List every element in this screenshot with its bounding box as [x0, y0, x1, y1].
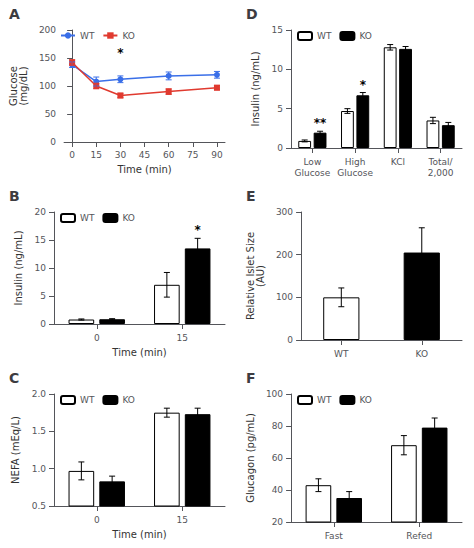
svg-text:5: 5 [40, 291, 46, 301]
svg-text:Total/: Total/ [428, 157, 454, 167]
svg-text:0: 0 [94, 333, 100, 343]
svg-text:*: * [360, 78, 367, 92]
svg-text:15: 15 [177, 515, 188, 525]
svg-text:0: 0 [94, 515, 100, 525]
svg-text:D: D [246, 6, 258, 22]
svg-text:**: ** [314, 116, 327, 130]
svg-text:0: 0 [40, 319, 46, 329]
svg-text:Relative Islet Size: Relative Islet Size [244, 231, 256, 321]
svg-text:KO: KO [122, 31, 135, 41]
svg-text:100: 100 [266, 389, 283, 399]
svg-text:A: A [9, 6, 20, 22]
svg-text:Refed: Refed [406, 531, 432, 541]
svg-text:Glucose: Glucose [337, 168, 373, 178]
svg-text:WT: WT [334, 349, 349, 359]
svg-text:20: 20 [272, 517, 284, 527]
svg-text:WT: WT [80, 31, 95, 41]
svg-text:45: 45 [139, 150, 150, 160]
svg-text:KO: KO [359, 31, 372, 41]
svg-text:WT: WT [317, 395, 332, 405]
svg-text:F: F [246, 370, 256, 386]
svg-text:1.5: 1.5 [32, 426, 46, 436]
svg-text:2.0: 2.0 [32, 389, 47, 399]
svg-text:High: High [345, 157, 366, 167]
svg-text:75: 75 [187, 150, 198, 160]
svg-text:10: 10 [35, 263, 47, 273]
svg-text:B: B [9, 188, 20, 204]
svg-text:0.5: 0.5 [32, 501, 46, 511]
svg-text:KO: KO [359, 395, 372, 405]
svg-text:Glucagon (pg/mL): Glucagon (pg/mL) [245, 413, 256, 503]
svg-text:KO: KO [416, 349, 429, 359]
svg-text:300: 300 [276, 207, 293, 217]
svg-text:0: 0 [69, 150, 75, 160]
svg-text:Insulin (ng/mL): Insulin (ng/mL) [13, 230, 24, 305]
svg-text:200: 200 [39, 25, 56, 35]
svg-text:80: 80 [272, 421, 284, 431]
svg-text:15: 15 [35, 235, 46, 245]
svg-text:0: 0 [287, 335, 293, 345]
svg-text:60: 60 [272, 453, 284, 463]
svg-text:40: 40 [272, 485, 284, 495]
svg-text:Glucose: Glucose [294, 168, 330, 178]
svg-text:Insulin (ng/mL): Insulin (ng/mL) [250, 51, 261, 126]
svg-text:*: * [117, 46, 124, 60]
svg-text:50: 50 [45, 109, 57, 119]
svg-text:30: 30 [115, 150, 127, 160]
svg-text:WT: WT [80, 395, 95, 405]
svg-text:2,000: 2,000 [428, 168, 454, 178]
svg-text:E: E [246, 188, 256, 204]
svg-text:10: 10 [272, 64, 284, 74]
svg-text:15: 15 [91, 150, 102, 160]
svg-text:(mg/dL): (mg/dL) [18, 66, 29, 105]
svg-text:15: 15 [177, 333, 188, 343]
svg-text:100: 100 [39, 81, 56, 91]
svg-text:Low: Low [304, 157, 322, 167]
svg-text:KO: KO [122, 213, 135, 223]
svg-text:Time (min): Time (min) [116, 164, 171, 175]
svg-text:C: C [9, 370, 19, 386]
svg-text:0: 0 [277, 143, 283, 153]
svg-text:NEFA (mEq/L): NEFA (mEq/L) [10, 416, 21, 484]
svg-text:(AU): (AU) [255, 265, 266, 287]
svg-text:200: 200 [276, 250, 293, 260]
svg-text:0: 0 [50, 137, 56, 147]
svg-text:Time (min): Time (min) [111, 529, 166, 540]
svg-text:KCl: KCl [391, 157, 405, 167]
svg-text:*: * [194, 223, 201, 237]
svg-text:Glucose: Glucose [7, 66, 19, 106]
svg-text:15: 15 [272, 25, 283, 35]
svg-text:60: 60 [163, 150, 175, 160]
svg-text:100: 100 [276, 292, 293, 302]
svg-text:150: 150 [39, 53, 56, 63]
svg-text:WT: WT [317, 31, 332, 41]
svg-text:Time (min): Time (min) [111, 347, 166, 358]
svg-text:1.0: 1.0 [32, 464, 47, 474]
svg-text:WT: WT [80, 213, 95, 223]
svg-text:5: 5 [277, 104, 283, 114]
svg-text:90: 90 [211, 150, 223, 160]
svg-text:Fast: Fast [325, 531, 344, 541]
svg-text:KO: KO [122, 395, 135, 405]
svg-text:20: 20 [35, 207, 47, 217]
